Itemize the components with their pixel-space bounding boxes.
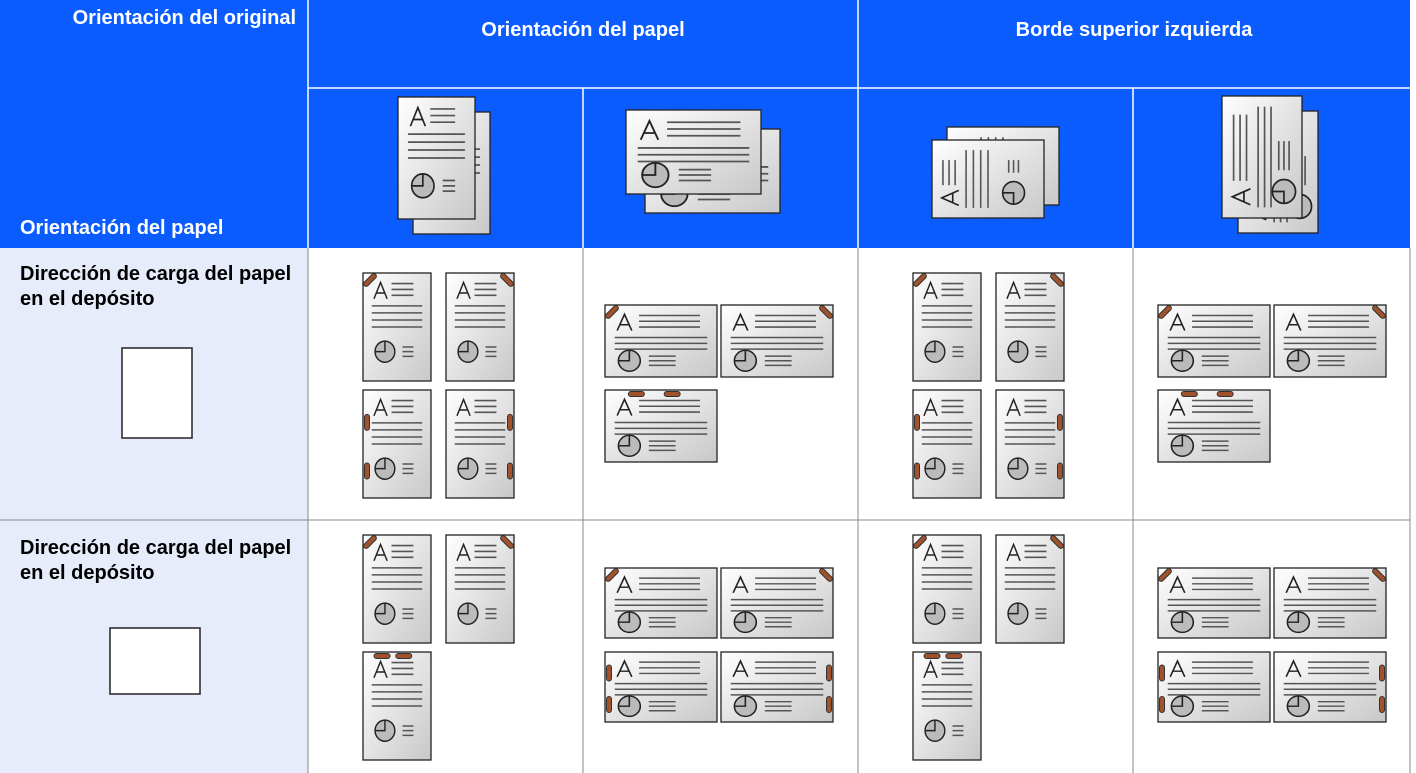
staple xyxy=(500,535,514,549)
staple xyxy=(1216,391,1234,397)
staple xyxy=(507,462,513,480)
staple xyxy=(1158,568,1172,582)
row-header: Orientación del papel xyxy=(20,217,224,239)
staple xyxy=(826,696,832,713)
staple xyxy=(1379,664,1385,682)
staple xyxy=(1158,305,1172,319)
staple xyxy=(373,653,391,659)
staple xyxy=(1057,413,1063,431)
tray-portrait xyxy=(121,347,193,439)
staple xyxy=(605,568,619,582)
staple xyxy=(663,391,681,397)
staple xyxy=(914,462,920,480)
staple xyxy=(1057,462,1063,480)
row-label: Dirección de carga del papel en el depós… xyxy=(20,537,292,584)
row-label: Dirección de carga del papel en el depós… xyxy=(20,263,292,310)
staple xyxy=(606,664,612,682)
staple xyxy=(1379,696,1385,713)
header-original: Orientación del original xyxy=(72,7,296,29)
staple xyxy=(914,413,920,431)
staple xyxy=(364,413,370,431)
staple xyxy=(507,413,513,431)
staple xyxy=(363,273,377,287)
staple xyxy=(945,653,963,659)
staple xyxy=(819,568,833,582)
staple xyxy=(1159,696,1165,713)
staple xyxy=(1372,305,1386,319)
staple xyxy=(1180,391,1198,397)
staple xyxy=(627,391,645,397)
staple xyxy=(913,273,927,287)
staple xyxy=(364,462,370,480)
staple xyxy=(395,653,413,659)
header-paper: Orientación del papel xyxy=(481,19,685,41)
staple xyxy=(1050,273,1064,287)
staple xyxy=(1159,664,1165,682)
staple xyxy=(819,305,833,319)
staple xyxy=(606,696,612,713)
staple xyxy=(1372,568,1386,582)
staple xyxy=(826,664,832,682)
staple xyxy=(363,535,377,549)
staple xyxy=(923,653,941,659)
tray-landscape xyxy=(109,627,201,695)
staple xyxy=(913,535,927,549)
staple xyxy=(500,273,514,287)
staple xyxy=(1050,535,1064,549)
staple xyxy=(605,305,619,319)
header-edge: Borde superior izquierda xyxy=(1015,19,1253,41)
